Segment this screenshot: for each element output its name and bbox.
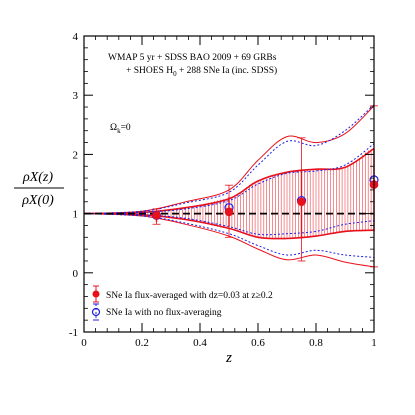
- y-tick-label: 1: [73, 209, 79, 221]
- y-axis-label-denominator: ρX(0): [21, 193, 54, 208]
- plot-frame: [83, 35, 375, 333]
- x-tick-label: 0.4: [193, 337, 207, 349]
- y-tick-label: 3: [73, 90, 79, 102]
- x-tick-label: 1: [371, 337, 377, 349]
- point-flux-averaged: [297, 197, 306, 207]
- y-tick-label: 2: [73, 149, 79, 161]
- x-tick-label: 0.6: [251, 337, 265, 349]
- annotation-shoes: + SHOES H: [126, 66, 173, 76]
- annotation-sne: + 288 SNe Ia (inc. SDSS): [177, 65, 278, 76]
- band-upper-3: [83, 104, 375, 215]
- annotation-subscript: 0: [173, 70, 177, 78]
- omega-value: =0: [121, 123, 131, 133]
- omega-k-label: Ωk=0: [110, 123, 131, 135]
- annotation-line-2: + SHOES H0 + 288 SNe Ia (inc. SDSS): [126, 65, 277, 78]
- x-tick-label: 0: [81, 337, 87, 349]
- legend-label-flux-averaged: SNe Ia flux-averaged with dz=0.03 at z≥0…: [106, 290, 273, 301]
- y-tick-label: -1: [69, 327, 78, 339]
- y-tick-label: 0: [73, 268, 79, 280]
- x-tick-label: 0.8: [309, 337, 323, 349]
- y-tick-label: 4: [73, 31, 79, 43]
- omega-symbol: Ω: [110, 123, 117, 133]
- band-upper-2: [83, 143, 375, 215]
- x-axis-label: z: [225, 350, 232, 366]
- legend-marker-flux-averaged: [92, 285, 100, 303]
- annotation-line-1: WMAP 5 yr + SDSS BAO 2009 + 69 GRBs: [108, 53, 277, 63]
- x-tick-label: 0.2: [135, 337, 149, 349]
- legend: SNe Ia flux-averaged with dz=0.03 at z≥0…: [91, 285, 273, 321]
- legend-dot: [92, 290, 100, 298]
- point-flux-averaged: [152, 211, 161, 220]
- legend-marker-no-flux-averaging: [91, 303, 101, 321]
- data-points: [151, 105, 379, 268]
- legend-label-no-flux-averaging: SNe Ia with no flux-averaging: [106, 307, 222, 318]
- y-axis-label-numerator: ρX(z): [22, 170, 53, 185]
- omega-subscript: k: [117, 127, 121, 135]
- legend-circle: [91, 307, 101, 317]
- point-flux-averaged: [224, 207, 234, 217]
